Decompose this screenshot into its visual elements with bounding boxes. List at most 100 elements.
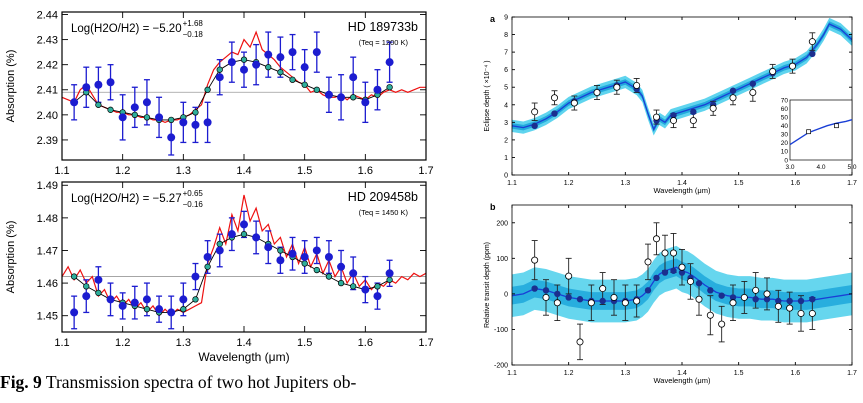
data-point bbox=[106, 78, 115, 87]
figure-caption: Fig. 9 Transmission spectra of two hot J… bbox=[0, 370, 420, 403]
binned-model-point bbox=[289, 76, 296, 83]
data-point bbox=[300, 253, 309, 261]
data-point bbox=[789, 62, 797, 70]
binned-model-point bbox=[551, 110, 558, 117]
data-point bbox=[808, 309, 816, 317]
y-tick-label: 5 bbox=[504, 85, 508, 92]
inset-y-tick-label: 10 bbox=[781, 149, 789, 156]
x-axis-label: Wavelength (μm) bbox=[198, 350, 289, 364]
inset-frame bbox=[789, 99, 853, 161]
data-point bbox=[740, 293, 748, 301]
data-point bbox=[706, 311, 714, 319]
data-point bbox=[215, 246, 224, 255]
binned-model-point bbox=[729, 294, 737, 301]
data-point bbox=[718, 320, 726, 328]
y-tick-label: 2.40 bbox=[37, 110, 58, 122]
x-tick-label: 1.6 bbox=[358, 337, 373, 349]
binned-model-point bbox=[95, 289, 102, 297]
data-point bbox=[373, 292, 382, 301]
binned-model-point bbox=[204, 86, 211, 93]
y-tick-label: 0 bbox=[504, 173, 508, 180]
binned-model-point bbox=[216, 240, 223, 248]
data-point bbox=[551, 94, 559, 102]
data-point bbox=[373, 85, 382, 94]
data-point bbox=[82, 292, 91, 301]
data-point bbox=[633, 81, 641, 89]
x-tick-label: 1.5 bbox=[734, 370, 744, 377]
data-point bbox=[576, 338, 584, 346]
data-point bbox=[215, 73, 224, 82]
x-tick-label: 1.2 bbox=[564, 180, 574, 187]
data-point bbox=[312, 48, 321, 57]
binned-model-point bbox=[216, 66, 223, 73]
plot-area bbox=[62, 194, 426, 330]
data-point bbox=[167, 308, 176, 317]
data-point bbox=[288, 249, 297, 258]
binned-model-point bbox=[670, 112, 677, 119]
y-tick-label: 2.41 bbox=[37, 85, 58, 97]
data-point bbox=[118, 113, 127, 122]
y-tick-label: -100 bbox=[494, 327, 508, 334]
data-point bbox=[300, 63, 309, 72]
data-point bbox=[191, 120, 200, 129]
data-point bbox=[142, 295, 151, 304]
y-tick-label: 0 bbox=[504, 291, 508, 298]
inset-y-tick-label: 20 bbox=[781, 140, 789, 147]
x-tick-label: 1.1 bbox=[507, 180, 517, 187]
binned-model-point bbox=[554, 290, 561, 298]
binned-model-point bbox=[325, 273, 333, 280]
equilibrium-temperature: (Teq = 1200 K) bbox=[359, 38, 409, 47]
binned-model-point bbox=[265, 64, 272, 71]
data-point bbox=[361, 98, 370, 107]
panel-label: a bbox=[490, 14, 496, 24]
binned-model-point bbox=[143, 114, 151, 121]
data-point bbox=[695, 295, 703, 303]
data-point bbox=[763, 290, 771, 298]
inset-x-tick-label: 5.0 bbox=[847, 164, 856, 171]
binned-model-point bbox=[661, 269, 669, 276]
plot-area bbox=[512, 17, 852, 136]
binned-model-point bbox=[752, 296, 759, 303]
binned-model-point bbox=[143, 306, 151, 313]
data-point bbox=[312, 246, 321, 255]
data-point bbox=[621, 299, 629, 307]
inset-y-tick-label: 0 bbox=[784, 157, 788, 164]
data-point bbox=[670, 249, 678, 257]
binned-model-point bbox=[240, 56, 248, 63]
y-axis-label: Absorption (%) bbox=[5, 50, 17, 123]
data-point bbox=[531, 108, 539, 116]
data-point bbox=[678, 263, 686, 271]
data-point bbox=[82, 83, 91, 92]
data-point bbox=[276, 53, 285, 62]
data-point bbox=[349, 73, 358, 82]
data-point bbox=[94, 275, 103, 284]
caption-label: Fig. 9 bbox=[0, 372, 42, 392]
abundance-lower-error: −0.18 bbox=[183, 30, 204, 39]
y-axis-label: Relative transit depth (ppm) bbox=[484, 242, 491, 328]
binned-model-point bbox=[718, 292, 725, 299]
y-tick-label: 4 bbox=[504, 102, 508, 109]
model-spectrum-line bbox=[512, 23, 852, 132]
chart-panel-left-top: 1.1 1.2 1.3 1.4 1.5 1.6 1.7 2.39 2.40 2.41 2.42 2.4… bbox=[5, 9, 434, 177]
x-tick-label: 1.5 bbox=[297, 165, 312, 177]
data-point bbox=[633, 297, 641, 305]
data-point bbox=[610, 293, 618, 301]
x-tick-label: 1.1 bbox=[507, 370, 517, 377]
data-point bbox=[142, 98, 151, 107]
data-point bbox=[264, 243, 273, 252]
binned-model-point bbox=[107, 106, 114, 113]
data-point bbox=[276, 256, 285, 265]
data-point bbox=[130, 298, 139, 307]
x-axis-label: Wavelength (μm) bbox=[654, 376, 711, 385]
data-point bbox=[361, 285, 370, 294]
data-point bbox=[670, 117, 678, 125]
inset-y-tick-label: 60 bbox=[781, 106, 789, 113]
binned-model-point bbox=[729, 87, 737, 94]
x-tick-label: 1.4 bbox=[677, 180, 687, 187]
y-tick-label: 2.39 bbox=[37, 135, 58, 147]
chart-panel-right-bottom: 1.1 1.2 1.3 1.4 1.5 1.6 1.7 -200 -100 0 100 200 Rela… bbox=[484, 202, 857, 385]
binned-model-point bbox=[531, 285, 538, 292]
data-point bbox=[240, 220, 248, 229]
